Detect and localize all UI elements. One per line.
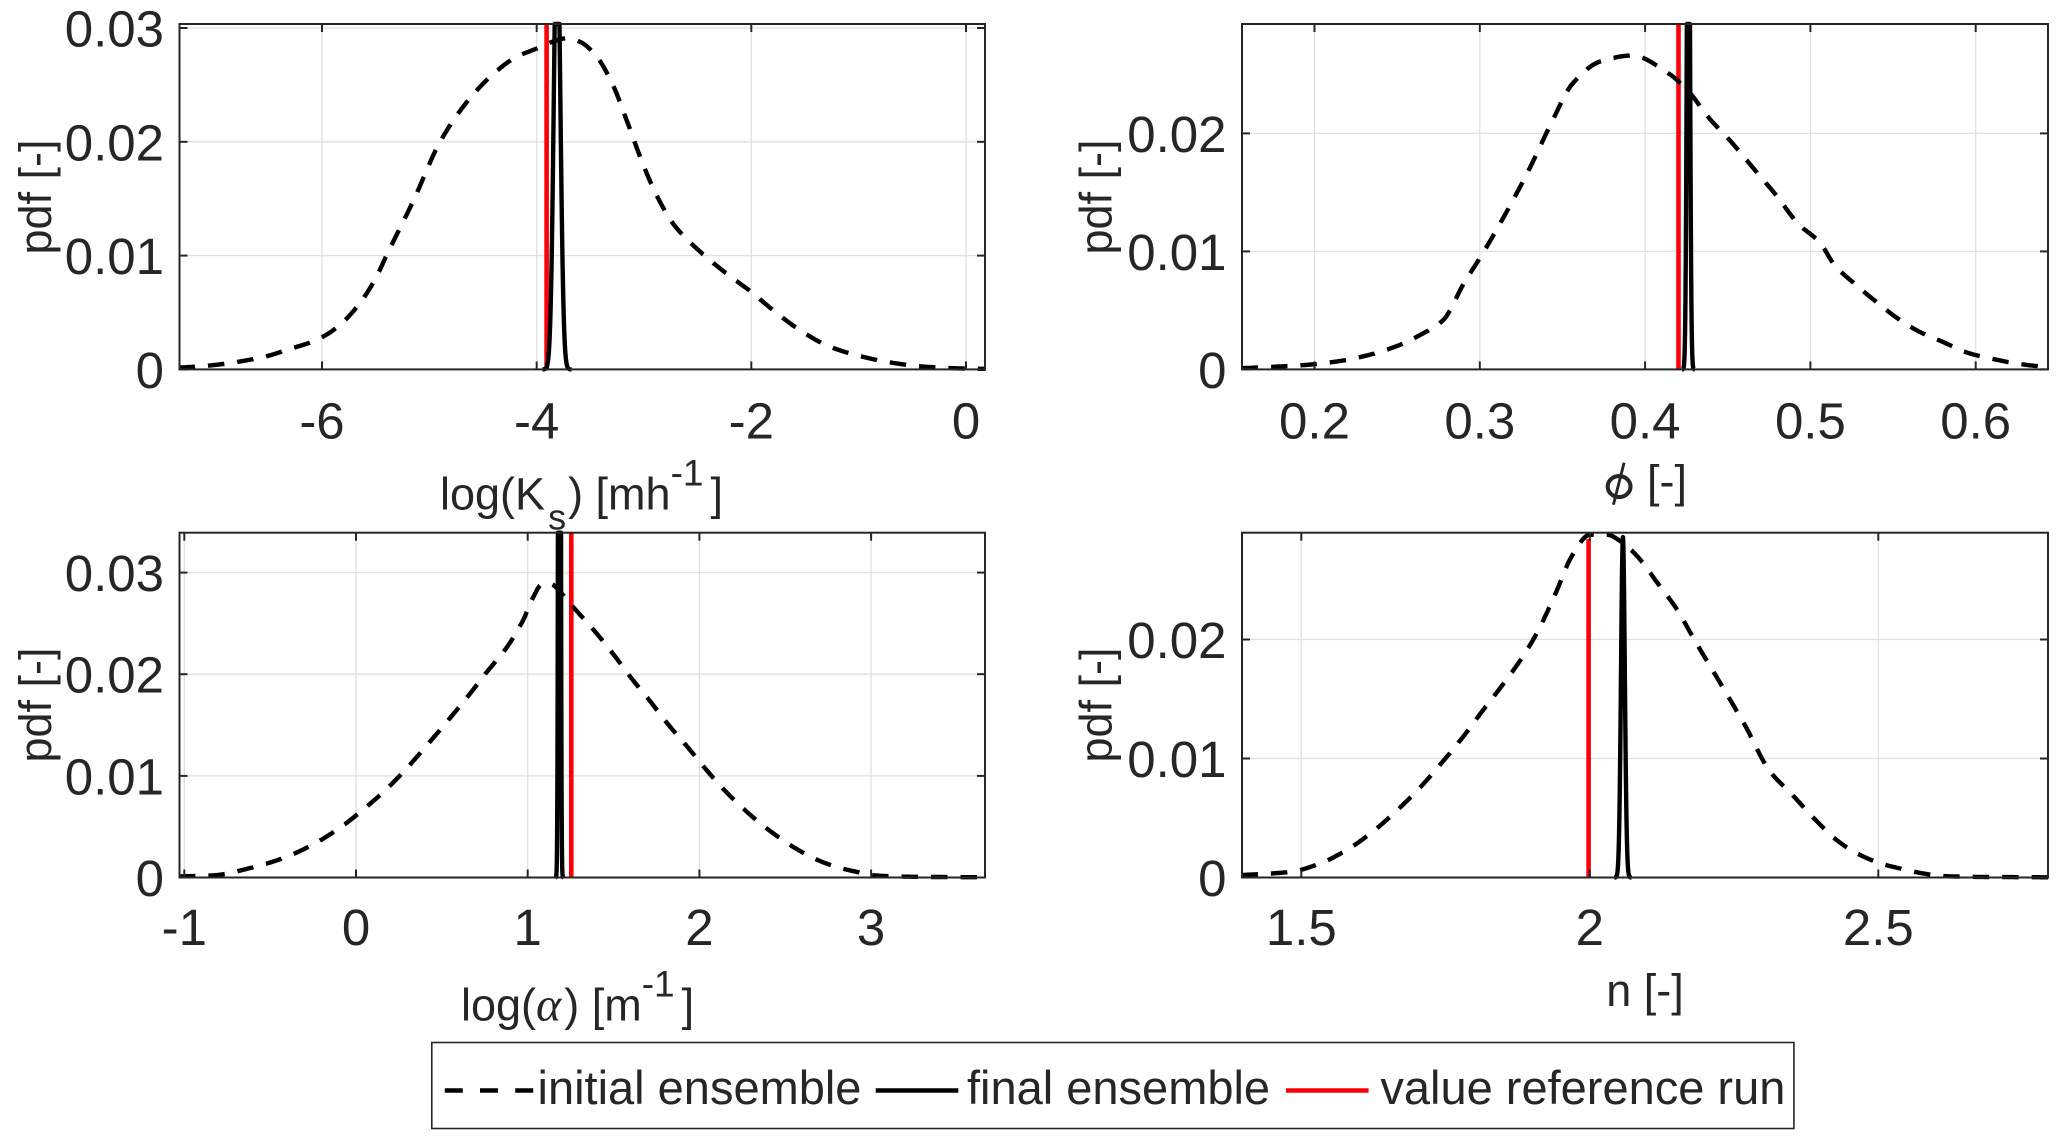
svg-text:n [-]: n [-] xyxy=(1606,965,1684,1016)
svg-text:0: 0 xyxy=(136,342,164,399)
svg-text:pdf [-]: pdf [-] xyxy=(10,139,61,254)
svg-text:-4: -4 xyxy=(514,393,559,450)
svg-text:0: 0 xyxy=(1198,850,1226,907)
svg-text:0.4: 0.4 xyxy=(1610,393,1681,450)
svg-text:0.01: 0.01 xyxy=(65,228,164,285)
svg-text:[-]: [-] xyxy=(1647,456,1687,507)
svg-text:pdf [-]: pdf [-] xyxy=(1071,139,1122,254)
svg-text:0.01: 0.01 xyxy=(1127,731,1226,788)
svg-text:2: 2 xyxy=(1576,899,1604,956)
svg-text:0.02: 0.02 xyxy=(1127,612,1226,669)
svg-text:0.5: 0.5 xyxy=(1775,393,1846,450)
svg-text:pdf [-]: pdf [-] xyxy=(1071,647,1122,762)
svg-text:0.03: 0.03 xyxy=(65,1,164,58)
svg-text:0.2: 0.2 xyxy=(1279,393,1350,450)
svg-text:0.02: 0.02 xyxy=(65,114,164,171)
svg-text:initial ensemble: initial ensemble xyxy=(538,1061,862,1114)
svg-text:0: 0 xyxy=(136,850,164,907)
svg-text:3: 3 xyxy=(857,899,885,956)
svg-text:0: 0 xyxy=(952,393,980,450)
svg-text:-1: -1 xyxy=(162,899,207,956)
svg-text:0.03: 0.03 xyxy=(65,545,164,602)
svg-text:2.5: 2.5 xyxy=(1843,899,1914,956)
svg-text:-2: -2 xyxy=(729,393,774,450)
svg-text:value reference run: value reference run xyxy=(1380,1061,1785,1114)
svg-text:1.5: 1.5 xyxy=(1266,899,1337,956)
svg-text:0.3: 0.3 xyxy=(1444,393,1515,450)
svg-text:2: 2 xyxy=(685,899,713,956)
svg-text:0.02: 0.02 xyxy=(1127,106,1226,163)
svg-text:0: 0 xyxy=(342,899,370,956)
svg-text:-6: -6 xyxy=(299,393,344,450)
svg-text:0.02: 0.02 xyxy=(65,647,164,704)
svg-text:0.01: 0.01 xyxy=(1127,224,1226,281)
svg-text:final ensemble: final ensemble xyxy=(967,1061,1270,1114)
svg-text:1: 1 xyxy=(514,899,542,956)
svg-text:0.6: 0.6 xyxy=(1940,393,2011,450)
svg-text:pdf [-]: pdf [-] xyxy=(10,647,61,762)
svg-text:0.01: 0.01 xyxy=(65,748,164,805)
svg-text:0: 0 xyxy=(1198,342,1226,399)
